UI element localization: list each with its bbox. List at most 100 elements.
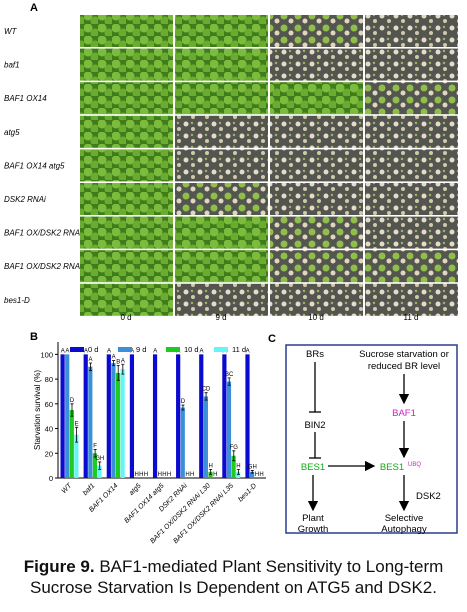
significance-letter: CD [202, 387, 211, 393]
x-tick-label: WT [61, 482, 74, 495]
photo [365, 216, 458, 249]
error-bar [98, 461, 102, 470]
superscript: UBQ [408, 462, 421, 468]
photo [175, 283, 268, 316]
bar [176, 354, 181, 478]
legend-swatch [166, 347, 180, 352]
bar [60, 354, 65, 478]
photo [80, 283, 173, 316]
legend-swatch [118, 347, 132, 352]
significance-letter: H [236, 463, 240, 469]
row-label: BAF1 OX/DSK2 RNAi L35 [4, 262, 98, 271]
significance-letter: H [255, 472, 259, 478]
significance-letter: A [153, 348, 157, 354]
y-tick-label: 0 [49, 474, 53, 483]
legend-label: 9 d [136, 345, 146, 354]
photo [270, 15, 363, 47]
node: Autophagy [381, 524, 427, 535]
photo [365, 82, 458, 115]
significance-letter: H [144, 472, 148, 478]
significance-letter: A [89, 357, 93, 363]
significance-letter: A [107, 348, 111, 354]
node: BES1 [301, 462, 325, 473]
significance-letter: D [181, 399, 186, 405]
photo [175, 216, 268, 249]
y-tick-label: 20 [45, 449, 53, 458]
photo [270, 183, 363, 215]
bar [88, 366, 93, 478]
caption-title: Figure 9. [23, 557, 95, 576]
significance-letter: GH [248, 465, 257, 471]
y-tick-label: 80 [45, 375, 53, 384]
significance-letter: A [84, 348, 88, 354]
row-label: BAF1 OX/DSK2 RNAi L30 [4, 229, 98, 238]
photo [175, 15, 268, 47]
node: Selective [385, 513, 424, 524]
photo [80, 216, 173, 249]
panel-label: A [30, 2, 38, 14]
panel-label: B [30, 331, 38, 343]
error-bar [116, 365, 120, 381]
error-bar [204, 392, 208, 401]
x-tick-label: bes1-D [237, 482, 258, 503]
significance-letter: A [130, 348, 134, 354]
bar [120, 369, 125, 478]
row-label: DSK2 RNAi [4, 195, 46, 204]
bar [92, 453, 98, 478]
x-tick-label: BAF1 OX14 atg5 [123, 482, 165, 524]
photo [175, 149, 268, 182]
edges [307, 362, 410, 512]
significance-letter: A [61, 348, 65, 354]
significance-letter: H [213, 472, 217, 478]
legend-swatch [214, 347, 228, 352]
bar [231, 455, 236, 478]
node: BES1 [380, 462, 404, 473]
legend-label: 10 d [184, 345, 199, 354]
photo [80, 115, 173, 148]
photo [365, 15, 458, 47]
caption-text: BAF1-mediated Plant Sensitivity to Long-… [30, 557, 444, 597]
photo [270, 82, 363, 115]
bar [236, 471, 241, 478]
error-bar [236, 468, 240, 475]
bar [111, 363, 116, 478]
y-tick-label: 60 [45, 400, 53, 409]
y-axis-label: Starvation survival (%) [33, 370, 42, 450]
photo [270, 216, 363, 249]
bar [249, 471, 255, 478]
photo [365, 283, 458, 316]
column-label: 11 d [404, 313, 419, 322]
error-bar [209, 468, 213, 475]
photo [175, 82, 268, 115]
row-label: atg5 [4, 128, 20, 137]
bar [74, 434, 79, 478]
row-label: WT [4, 27, 18, 36]
significance-letter: A [112, 355, 116, 361]
significance-letter: H [139, 472, 143, 478]
legend-label: 11 d [232, 345, 246, 354]
significance-letter: H [162, 472, 166, 478]
significance-letter: BC [225, 372, 234, 378]
node: BRs [306, 349, 324, 360]
error-bar [250, 470, 254, 474]
node: Growth [298, 524, 329, 535]
x-tick-label: atg5 [128, 482, 143, 497]
significance-letter: F [93, 444, 97, 450]
column-label: 9 d [215, 313, 226, 322]
bar [180, 407, 185, 478]
photo [175, 48, 268, 81]
column-label: 10 d [308, 313, 324, 322]
row-label: baf1 [4, 61, 20, 70]
significance-letter: H [158, 472, 162, 478]
significance-letter: E [75, 421, 79, 427]
photo [270, 283, 363, 316]
significance-letter: H [259, 472, 263, 478]
diagram: BRs Sucrose starvation or reduced BR lev… [285, 344, 458, 535]
significance-letter: FG [230, 445, 239, 451]
legend-swatch [70, 347, 84, 352]
significance-letter: H [185, 472, 189, 478]
y-tick-label: 100 [40, 350, 53, 359]
photo [365, 115, 458, 148]
bar [203, 396, 208, 478]
